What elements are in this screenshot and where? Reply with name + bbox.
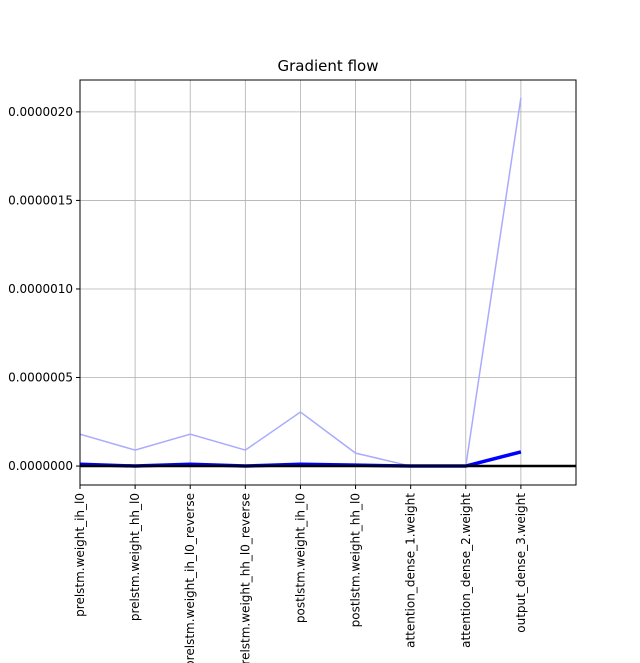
y-tick-label: 0.0000000 <box>8 459 73 473</box>
x-tick-label: prelstm.weight_ih_l0 <box>73 493 87 617</box>
plot-frame <box>79 79 577 486</box>
x-tick-label: prelstm.weight_hh_l0_reverse <box>238 493 252 663</box>
x-tick-label: prelstm.weight_ih_l0_reverse <box>183 493 197 663</box>
y-tick-label: 0.0000015 <box>8 193 73 207</box>
x-tick-label: postlstm.weight_hh_l0 <box>349 493 363 627</box>
y-tick-label: 0.0000010 <box>8 282 73 296</box>
x-tick-label: output_dense_3.weight <box>514 493 528 633</box>
x-tick-label: attention_dense_1.weight <box>404 493 418 648</box>
y-tick-label: 0.0000020 <box>8 105 73 119</box>
y-tick-label: 0.0000005 <box>8 371 73 385</box>
x-tick-label: attention_dense_2.weight <box>459 493 473 648</box>
x-tick-label: prelstm.weight_hh_l0 <box>128 493 142 621</box>
x-tick-label: postlstm.weight_ih_l0 <box>293 493 307 623</box>
chart-title: Gradient flow <box>278 57 379 75</box>
